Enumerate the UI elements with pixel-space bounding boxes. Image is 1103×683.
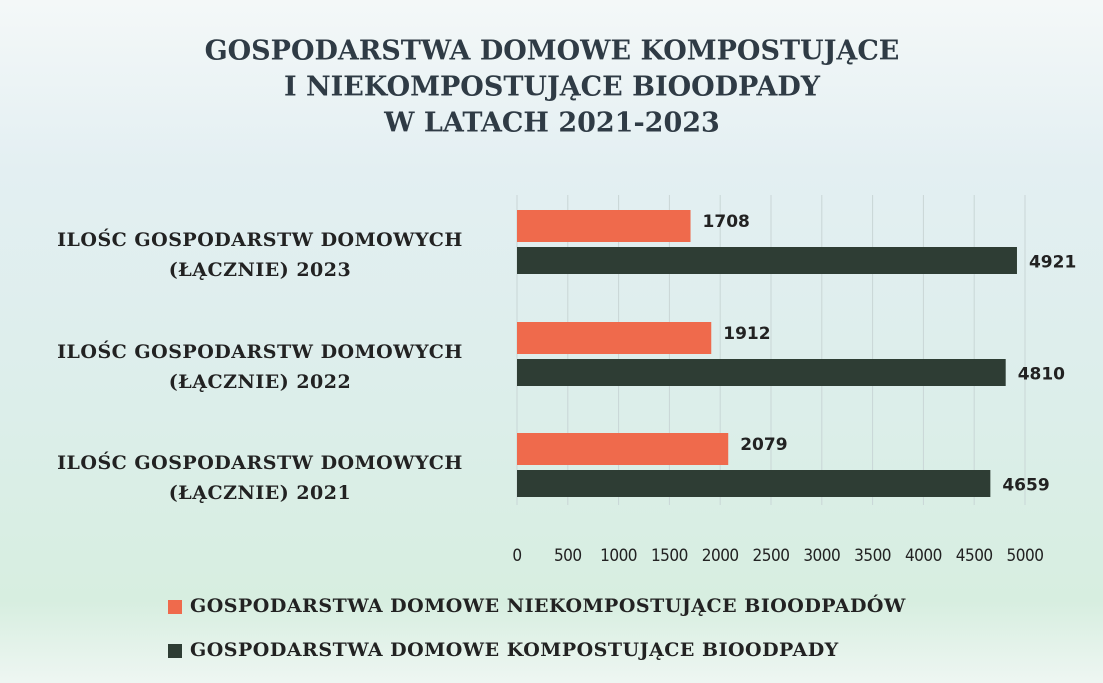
- bar: [517, 470, 991, 497]
- x-tick-label: 4000: [905, 546, 942, 566]
- bar: [517, 210, 691, 242]
- y-tick-label: ILOŚC GOSPODARSTW DOMOWYCH (ŁĄCZNIE) 202…: [57, 452, 463, 504]
- value-label: 1912: [723, 324, 770, 344]
- value-label: 2079: [740, 435, 787, 455]
- bar: [517, 359, 1006, 386]
- x-tick-label: 4500: [956, 546, 993, 566]
- x-tick-label: 2000: [702, 546, 739, 566]
- y-tick-label: ILOŚC GOSPODARSTW DOMOWYCH (ŁĄCZNIE) 202…: [57, 341, 463, 393]
- x-tick-label: 2500: [753, 546, 790, 566]
- legend-label: GOSPODARSTWA DOMOWE NIEKOMPOSTUJĄCE BIOO…: [190, 594, 906, 617]
- legend-label: GOSPODARSTWA DOMOWE KOMPOSTUJĄCE BIOODPA…: [190, 639, 839, 661]
- legend-swatch: [168, 644, 182, 658]
- x-tick-label: 0: [512, 546, 521, 566]
- x-tick-label: 3000: [803, 546, 840, 566]
- chart-title: GOSPODARSTWA DOMOWE KOMPOSTUJĄCE: [205, 36, 900, 67]
- bar: [517, 433, 729, 465]
- y-tick-label: ILOŚC GOSPODARSTW DOMOWYCH (ŁĄCZNIE) 202…: [57, 229, 463, 281]
- value-label: 1708: [703, 212, 750, 232]
- bar: [517, 247, 1017, 274]
- value-label: 4921: [1029, 253, 1076, 273]
- x-tick-label: 500: [554, 546, 582, 566]
- bar: [517, 322, 712, 354]
- x-tick-label: 1500: [651, 546, 688, 566]
- x-tick-label: 3500: [854, 546, 891, 566]
- legend-swatch: [168, 600, 182, 614]
- chart-title: W LATACH 2021-2023: [383, 108, 720, 139]
- x-tick-label: 5000: [1007, 546, 1044, 566]
- chart-title: I NIEKOMPOSTUJĄCE BIOODPADY: [284, 72, 821, 103]
- value-label: 4810: [1018, 365, 1065, 385]
- x-tick-label: 1000: [600, 546, 637, 566]
- value-label: 4659: [1002, 476, 1049, 496]
